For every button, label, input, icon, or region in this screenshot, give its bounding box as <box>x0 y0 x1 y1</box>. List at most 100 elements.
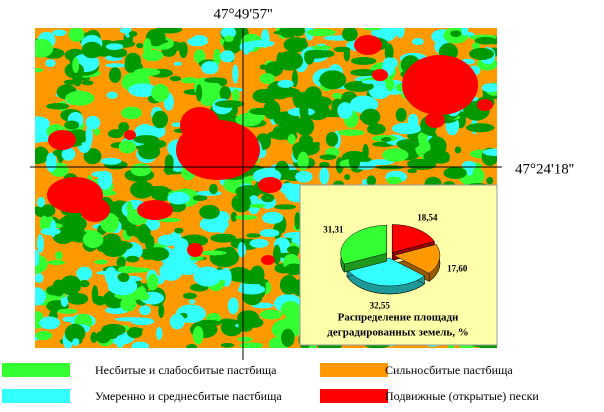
land-patch <box>395 107 407 123</box>
land-patch <box>277 79 294 88</box>
land-patch <box>145 218 161 231</box>
land-patch <box>200 94 217 107</box>
land-patch <box>368 80 392 100</box>
land-patch <box>271 87 301 98</box>
land-patch <box>204 77 226 83</box>
land-patch <box>117 272 130 283</box>
land-patch <box>279 28 298 38</box>
land-patch <box>65 90 95 106</box>
land-patch <box>237 336 253 342</box>
land-patch <box>319 70 347 90</box>
land-patch <box>341 28 358 42</box>
land-patch <box>259 73 276 84</box>
land-patch <box>158 217 181 223</box>
pie-value-label: 18,54 <box>417 212 438 222</box>
land-patch <box>188 299 196 304</box>
land-patch <box>281 328 295 347</box>
land-patch <box>362 143 369 161</box>
land-patch <box>104 266 118 285</box>
land-patch <box>332 92 342 99</box>
legend: Несбитые и слабосбитые пастбища Сильносби… <box>2 363 539 403</box>
land-patch <box>396 139 420 150</box>
land-patch <box>169 75 182 82</box>
land-patch <box>133 135 159 144</box>
land-patch <box>220 50 235 63</box>
land-patch <box>52 29 67 37</box>
land-patch <box>344 174 351 181</box>
pie-value-label: 17,60 <box>447 264 468 274</box>
land-patch <box>156 327 163 341</box>
legend-label: Умеренно и среднесбитые пастбища <box>95 389 282 403</box>
land-patch <box>81 80 94 86</box>
land-patch <box>55 251 63 260</box>
land-patch <box>297 151 309 171</box>
top-coordinate: 47°49'57'' <box>213 6 272 22</box>
land-patch <box>122 72 150 86</box>
land-patch <box>193 49 206 64</box>
land-patch <box>407 113 419 129</box>
land-patch <box>380 136 392 142</box>
land-patch <box>142 49 164 62</box>
chart-title: деградированных земель, % <box>327 327 468 339</box>
land-patch <box>145 38 169 44</box>
land-patch <box>276 51 304 71</box>
land-patch <box>120 296 137 312</box>
land-patch <box>219 86 231 101</box>
land-patch <box>66 292 89 305</box>
land-patch <box>235 113 262 127</box>
land-patch <box>110 241 128 256</box>
land-patch <box>144 234 155 251</box>
land-patch <box>350 69 377 77</box>
land-patch <box>46 102 70 110</box>
land-patch <box>249 203 266 209</box>
pie-value-label: 31,31 <box>323 225 344 235</box>
land-patch <box>115 335 125 348</box>
land-patch <box>158 303 165 319</box>
land-patch <box>230 211 237 223</box>
land-patch <box>412 38 424 46</box>
land-patch <box>196 190 222 196</box>
land-patch <box>295 170 313 183</box>
land-patch <box>105 43 124 50</box>
land-patch <box>130 317 155 326</box>
land-patch <box>199 204 220 220</box>
land-patch <box>337 129 365 136</box>
legend-swatch <box>320 389 388 403</box>
land-patch <box>232 64 239 84</box>
land-patch <box>361 79 378 84</box>
land-patch <box>39 316 61 330</box>
land-patch <box>136 292 150 301</box>
land-patch <box>59 275 82 296</box>
pie-value-label: 32,55 <box>370 301 391 311</box>
land-patch <box>481 83 497 93</box>
land-patch <box>232 88 240 103</box>
land-patch <box>289 39 298 49</box>
legend-swatch <box>320 363 388 377</box>
land-patch <box>173 61 182 66</box>
legend-label: Несбитые и слабосбитые пастбища <box>95 363 277 377</box>
land-patch <box>152 110 168 129</box>
land-patch <box>64 323 86 343</box>
land-patch <box>209 247 240 268</box>
land-patch <box>94 295 106 306</box>
land-patch <box>179 41 188 59</box>
land-patch <box>50 220 57 237</box>
land-patch <box>90 331 98 344</box>
land-patch <box>313 141 321 147</box>
land-patch <box>218 224 226 234</box>
land-patch <box>482 148 497 156</box>
land-patch <box>60 296 69 307</box>
land-patch <box>279 284 297 289</box>
land-patch <box>130 163 152 177</box>
land-patch <box>220 342 235 348</box>
land-patch <box>363 28 382 31</box>
land-patch <box>461 160 477 171</box>
land-patch <box>325 132 339 147</box>
land-patch <box>146 247 170 261</box>
land-patch <box>450 30 462 37</box>
land-patch <box>247 40 275 48</box>
land-patch <box>261 193 275 203</box>
land-patch <box>35 68 44 73</box>
land-patch <box>165 247 192 268</box>
land-patch <box>224 35 234 42</box>
